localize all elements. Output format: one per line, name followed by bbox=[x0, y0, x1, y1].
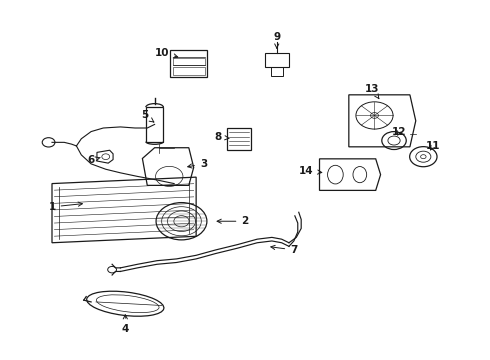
Text: 7: 7 bbox=[271, 245, 297, 255]
Text: 11: 11 bbox=[426, 141, 441, 151]
Text: 9: 9 bbox=[273, 32, 280, 48]
Text: 8: 8 bbox=[215, 132, 229, 142]
Bar bbox=[171, 50, 207, 77]
Text: 13: 13 bbox=[365, 84, 379, 99]
Bar bbox=[146, 107, 163, 141]
Text: 1: 1 bbox=[49, 202, 82, 212]
Bar bbox=[173, 58, 205, 64]
Text: 4: 4 bbox=[122, 315, 129, 334]
Bar bbox=[271, 67, 283, 76]
Text: 10: 10 bbox=[155, 48, 178, 58]
Text: 2: 2 bbox=[217, 216, 248, 226]
Text: 6: 6 bbox=[87, 155, 100, 165]
Bar bbox=[265, 53, 289, 67]
Bar bbox=[173, 67, 205, 75]
Text: 3: 3 bbox=[188, 159, 207, 169]
Bar bbox=[227, 128, 251, 150]
Text: 14: 14 bbox=[299, 166, 322, 176]
Text: 12: 12 bbox=[392, 127, 406, 136]
Text: 5: 5 bbox=[141, 111, 154, 122]
